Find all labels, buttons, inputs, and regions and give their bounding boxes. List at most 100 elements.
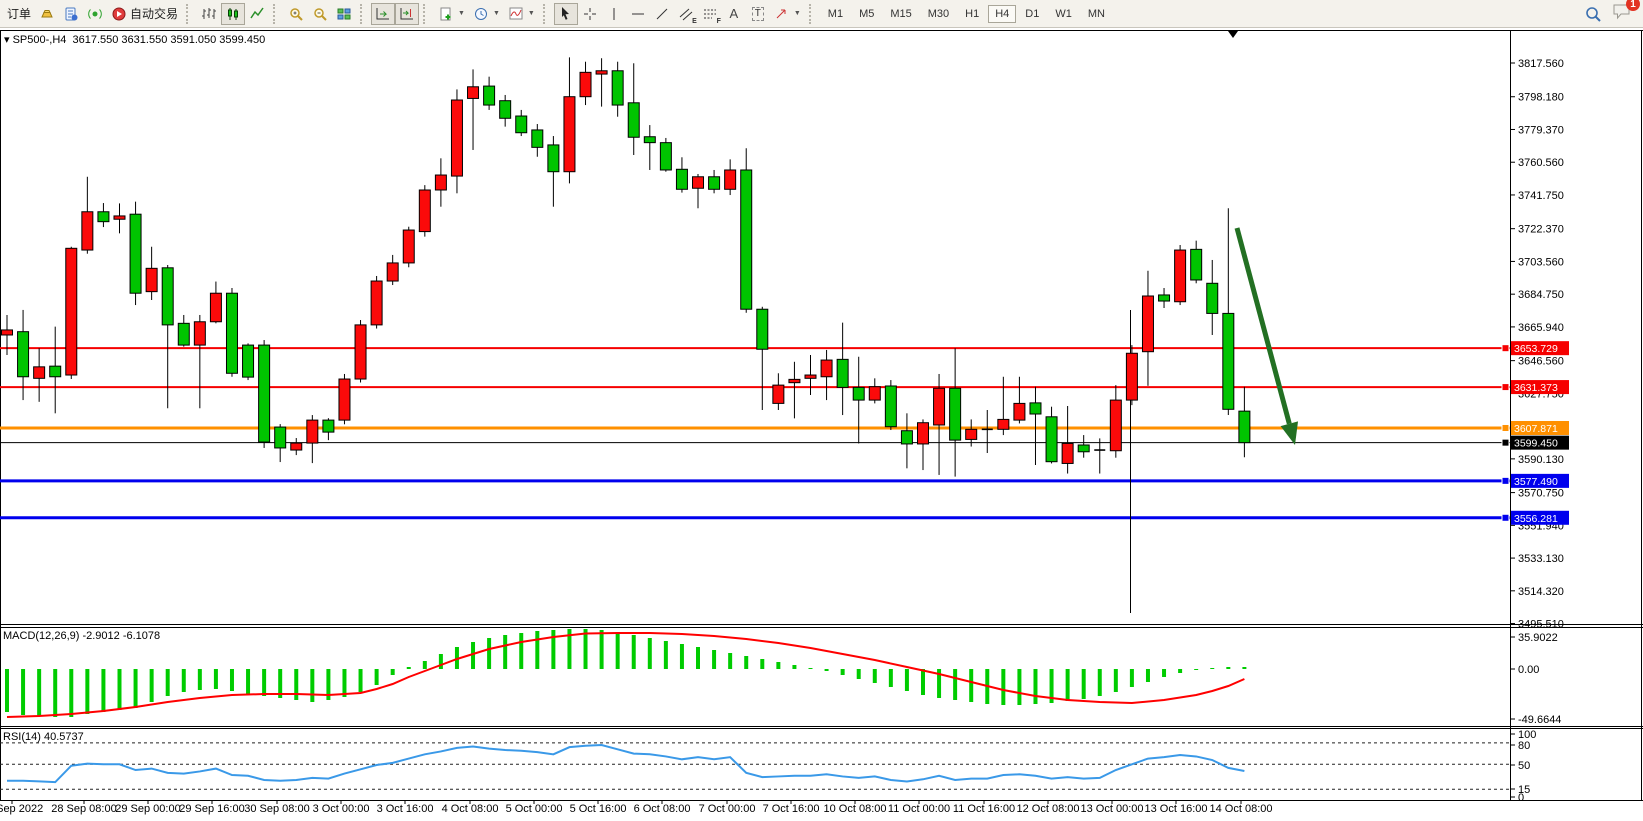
arrow-object-shaft[interactable]	[1234, 227, 1292, 425]
channel-sub-letter: E	[692, 17, 697, 25]
timeframe-mn[interactable]: MN	[1087, 7, 1105, 20]
orders-button[interactable]: 订单	[3, 3, 35, 25]
candle-body	[916, 422, 929, 445]
history-center-button[interactable]	[59, 3, 83, 25]
autotrade-button[interactable]: 自动交易	[107, 3, 182, 25]
price-tag-label: 3577.490	[1514, 476, 1558, 488]
candle-body	[740, 169, 753, 310]
fibonacci-tool-button[interactable]: F	[698, 3, 722, 25]
candle-body	[467, 86, 480, 99]
timeframe-h1[interactable]: H1	[965, 7, 980, 20]
candle-body	[306, 419, 319, 444]
candle-body	[209, 292, 222, 323]
price-axis-label: 3684.750	[1518, 289, 1564, 301]
date-axis-label: 3 Oct 16:00	[377, 803, 434, 815]
candle-body	[1109, 399, 1122, 452]
channel-icon	[679, 8, 693, 20]
date-axis-label: 7 Oct 16:00	[763, 803, 820, 815]
date-axis-label: 29 Sep 00:00	[115, 803, 180, 815]
candle-body	[129, 213, 142, 294]
candle-body	[322, 419, 335, 433]
new-chart-button[interactable]: ▼	[434, 3, 469, 25]
zoom-out-button[interactable]	[308, 3, 332, 25]
zoom-in-button[interactable]	[284, 3, 308, 25]
candle-body	[1174, 249, 1187, 303]
price-axis-label: 3570.750	[1518, 488, 1564, 500]
zoom-out-icon	[314, 7, 327, 21]
date-axis-label: 11 Oct 16:00	[953, 803, 1015, 815]
arrow-object-head[interactable]	[1280, 421, 1299, 445]
date-axis-label: 30 Sep 08:00	[244, 803, 309, 815]
candle-body	[788, 378, 801, 384]
crosshair-tool-button[interactable]	[578, 3, 602, 25]
chevron-down-icon: ▼	[527, 10, 535, 17]
trendline-tool-button[interactable]	[650, 3, 674, 25]
document-icon	[65, 7, 78, 20]
chat-button[interactable]: 1	[1612, 0, 1640, 25]
price-tag	[1511, 510, 1569, 525]
candle-body	[595, 70, 608, 75]
date-axis-label: 5 Oct 16:00	[570, 803, 627, 815]
candle-body	[756, 308, 769, 350]
timeframe-m15[interactable]: M15	[890, 7, 912, 20]
candle-body	[483, 85, 496, 106]
cursor-tool-button[interactable]	[553, 2, 578, 25]
line-marker	[1501, 383, 1510, 392]
candle-body	[145, 267, 158, 293]
timeframe-h4[interactable]: H4	[988, 4, 1017, 23]
price-axis-label: 3703.560	[1518, 256, 1564, 268]
candle-body	[1013, 402, 1026, 421]
candle-body	[161, 267, 174, 326]
candlestick-mode-button[interactable]	[221, 2, 246, 25]
bar-chart-mode-button[interactable]	[197, 3, 221, 25]
toolbar-grip	[273, 3, 280, 24]
label-tool-button[interactable]: T	[746, 3, 770, 25]
line-marker	[1501, 423, 1510, 432]
candle-body	[274, 426, 287, 449]
vertical-line-tool-button[interactable]	[602, 3, 626, 25]
search-icon[interactable]	[1584, 5, 1602, 23]
tile-windows-button[interactable]	[332, 3, 356, 25]
price-axis-label: 3722.370	[1518, 224, 1564, 236]
timeframe-m30[interactable]: M30	[927, 7, 950, 20]
candle-body	[434, 174, 447, 191]
candle-body	[852, 386, 865, 401]
templates-button[interactable]: ▼	[504, 3, 539, 25]
timeframe-d1[interactable]: D1	[1025, 7, 1040, 20]
candle-body	[804, 374, 817, 379]
chart-shift-marker[interactable]	[1228, 31, 1238, 38]
arrows-tool-button[interactable]: ▼	[770, 3, 805, 25]
new-order-button[interactable]	[35, 3, 59, 25]
timeframe-m5[interactable]: M5	[859, 7, 875, 20]
symbol-ohlc-label[interactable]: ▾ SP500-,H4 3617.550 3631.550 3591.050 3…	[4, 33, 265, 46]
candle-body	[772, 384, 785, 404]
chevron-down-icon: ▼	[458, 10, 465, 17]
timeframe-group: M1 M5 M15 M30 H1 H4 D1 W1 MN	[820, 4, 1113, 23]
new-chart-icon	[440, 7, 451, 20]
timeframe-m1[interactable]: M1	[827, 7, 844, 20]
line-chart-mode-button[interactable]	[245, 3, 269, 25]
auto-scroll-icon	[376, 7, 390, 19]
symbol-dropdown-icon[interactable]: ▾	[4, 34, 13, 46]
symbol-ohlc-text: SP500-,H4 3617.550 3631.550 3591.050 359…	[12, 34, 266, 46]
candle-body	[1061, 442, 1074, 464]
price-axis-label: 50	[1518, 760, 1530, 772]
auto-scroll-button[interactable]	[371, 2, 396, 25]
horizontal-line-tool-button[interactable]	[626, 3, 650, 25]
channel-tool-button[interactable]: E	[674, 3, 698, 25]
text-tool-button[interactable]: A	[722, 3, 746, 25]
chart-shift-button[interactable]	[395, 2, 420, 25]
candle-body	[33, 366, 46, 379]
candle-body	[965, 428, 978, 440]
signals-button[interactable]	[83, 3, 107, 25]
candle-body	[370, 280, 383, 326]
price-axis-label: 3798.180	[1518, 92, 1564, 104]
price-axis-label: 3646.560	[1518, 356, 1564, 368]
chevron-down-icon: ▼	[492, 10, 500, 17]
candle-body	[450, 99, 463, 177]
periods-button[interactable]: ▼	[469, 3, 504, 25]
timeframe-w1[interactable]: W1	[1055, 7, 1072, 20]
price-tag-label: 3631.373	[1514, 382, 1558, 394]
candle-body	[900, 430, 913, 445]
